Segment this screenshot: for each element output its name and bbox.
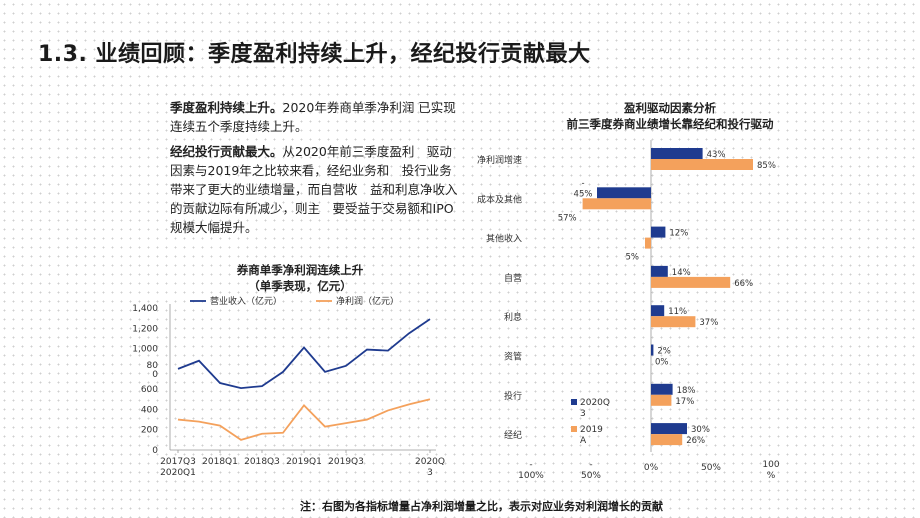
line-chart-x-tick-label: 2020Q 3 [415,457,445,478]
bar-data-label: 66% [734,279,753,289]
paragraph-2-text: 从2020年前三季度盈利 驱动因素与2019年之比较来看，经纪业务和 投行业务带… [170,144,458,235]
paragraph-2: 经纪投行贡献最大。从2020年前三季度盈利 驱动因素与2019年之比较来看，经纪… [170,142,460,237]
bar-data-label: 37% [699,318,718,328]
line-chart-x-tick-label: 2019Q3 [328,457,364,467]
line-chart-y-tick-label: 1,000 [132,345,158,355]
left-chart-title-line1: 券商单季净利润连续上升 [236,263,364,277]
line-legend-label: 净利润（亿元） [336,295,399,307]
bar-data-label: 57% [558,213,577,223]
bar-2019a [651,394,672,406]
right-chart-title-line2: 前三季度券商业绩增长靠经纪和投行驱动 [566,117,774,131]
bar-2019a [651,434,683,446]
left-chart-title-line2: （单季表现，亿元） [248,279,352,293]
bar-2019a [645,237,651,249]
bar-2019a [651,316,696,328]
bar-category-label: 利息 [504,311,522,323]
line-chart-y-tick-label: 600 [141,385,158,395]
bar-legend-swatch [571,426,577,432]
bar-category-label: 资管 [504,351,522,363]
bar-category-label: 投行 [504,390,522,402]
bar-chart-x-tick-label: -100% [518,460,544,481]
bar-chart-x-tick-label: 0% [644,463,659,473]
bar-2019a [651,159,753,170]
bar-data-label: 43% [707,150,726,160]
line-series-revenue [177,318,431,390]
line-chart-y-tick-label: 80 0 [147,361,159,380]
bar-data-label: 30% [691,425,710,435]
bar-category-label: 成本及其他 [477,193,522,205]
bar-data-label: 2% [657,347,671,357]
bar-data-label: 12% [669,229,688,239]
bar-data-label: 85% [757,161,776,171]
bar-data-label: 0% [655,358,669,368]
bar-legend-label: 2019 A [580,425,603,446]
line-chart-y-tick-label: 0 [152,446,158,456]
bar-legend-label: 2020Q 3 [580,398,610,419]
bar-chart-x-tick-label: -50% [581,460,601,481]
line-chart-x-tick-label: 2019Q1 [286,457,322,467]
paragraph-1: 季度盈利持续上升。2020年券商单季净利润 已实现连续五个季度持续上升。 [170,98,460,136]
bar-2020q3 [651,265,668,277]
line-legend-label: 营业收入（亿元） [210,295,282,307]
bar-chart-x-tick-label: 100% [762,460,779,481]
line-series-net-profit [177,398,431,441]
left-chart-title: 券商单季净利润连续上升 （单季表现，亿元） [160,262,440,294]
right-chart-title: 盈利驱动因素分析 前三季度券商业绩增长靠经纪和投行驱动 [520,100,820,132]
bar-category-label: 其他收入 [486,233,522,245]
footnote: 注：右图为各指标增量占净利润增量之比，表示对应业务对利润增长的贡献 [300,500,663,513]
bar-data-label: 17% [675,397,694,407]
bar-2020q3 [651,305,665,317]
bar-2020q3 [651,344,654,356]
paragraph-1-bold: 季度盈利持续上升。 [170,100,283,115]
bar-data-label: 18% [677,386,696,396]
line-chart-y-tick-label: 400 [141,405,158,415]
paragraph-1-text: 2020年券商单季净利润 已实现连续五个季度持续上升。 [170,100,456,134]
bar-category-label: 自营 [504,272,522,284]
bar-data-label: 26% [686,436,705,446]
bar-2020q3 [597,187,651,199]
line-chart-y-tick-label: 1,400 [132,304,158,314]
line-chart-x-tick-label: 2017Q3 2020Q1 [160,457,196,478]
bar-2019a [651,276,731,288]
right-chart-title-line1: 盈利驱动因素分析 [624,101,716,115]
page-title: 1.3. 业绩回顾：季度盈利持续上升，经纪投行贡献最大 [38,42,591,67]
bar-chart-x-tick-label: 50% [701,463,721,473]
bar-category-label: 经纪 [504,429,522,441]
line-chart-x-tick-label: 2018Q3 [244,457,280,467]
bar-2020q3 [651,383,673,395]
line-chart-y-tick-label: 1,200 [132,324,158,334]
bar-legend-swatch [571,399,577,405]
bar-data-label: 14% [672,268,691,278]
paragraph-2-bold: 经纪投行贡献最大。 [170,144,283,159]
bar-2020q3 [651,423,687,435]
bar-data-label: 11% [668,307,687,317]
bar-2019a [582,198,651,210]
bar-2020q3 [651,226,666,238]
line-chart-y-tick-label: 200 [141,426,158,436]
bar-data-label: 5% [626,253,640,263]
line-chart-x-tick-label: 2018Q1 [202,457,238,467]
bar-data-label: -45% [574,178,593,199]
bar-2020q3 [651,148,703,159]
bar-category-label: 净利润增速 [477,154,522,166]
